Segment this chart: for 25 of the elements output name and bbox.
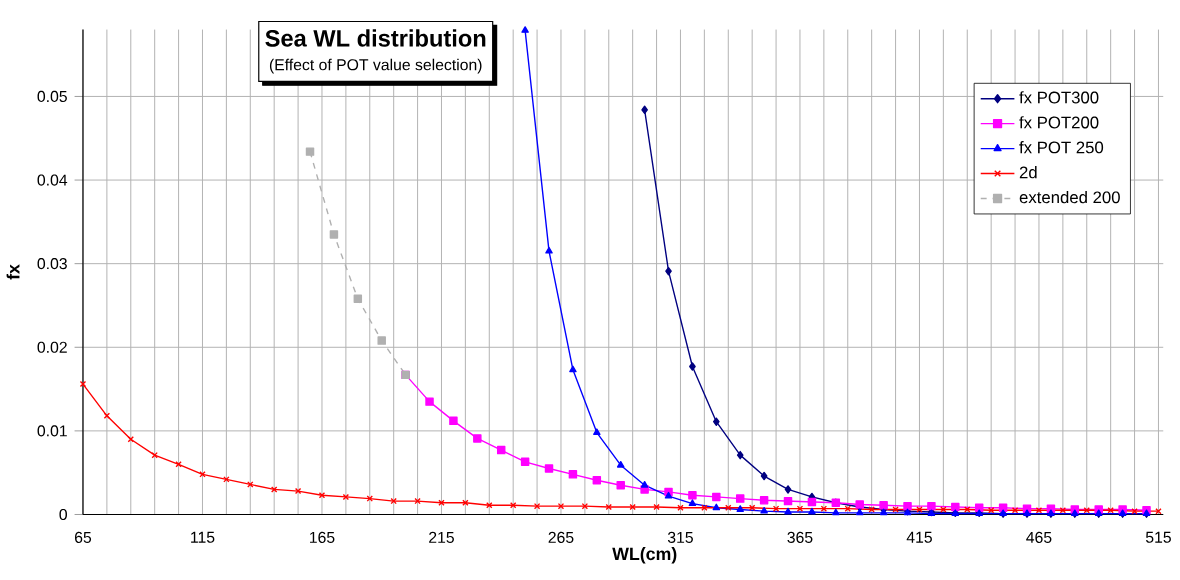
x-tick-label: 365 <box>787 532 813 544</box>
y-axis-title: fx <box>6 264 20 280</box>
x-tick-label: 315 <box>667 532 693 544</box>
x-tick-label: 465 <box>1026 532 1052 544</box>
y-tick-label: 0.02 <box>37 341 67 354</box>
x-tick-label: 165 <box>310 532 335 544</box>
x-tick-label: 515 <box>1145 532 1171 544</box>
y-tick-label: 0.04 <box>37 174 68 186</box>
x-tick-label: 415 <box>906 532 932 544</box>
legend-label: fx POT300 <box>1019 91 1099 104</box>
x-tick-label: 215 <box>429 532 454 544</box>
x-tick-label: 65 <box>75 532 92 544</box>
y-tick-label: 0.05 <box>37 91 67 103</box>
y-tick-label: 0.01 <box>37 425 67 437</box>
y-tick-label: 0 <box>59 509 67 521</box>
text: (Effect of POT value selection) <box>269 58 482 74</box>
legend-label: 2d <box>1019 166 1037 179</box>
legend-label: extended 200 <box>1019 191 1120 204</box>
legend-label: fx POT200 <box>1019 116 1099 129</box>
y-tick-label: 0.03 <box>37 258 67 270</box>
chart-title: Sea WL distribution <box>265 29 486 47</box>
legend-label: fx POT 250 <box>1019 141 1104 154</box>
x-tick-label: 115 <box>191 532 215 544</box>
x-axis-title: WL(cm) <box>612 547 677 564</box>
x-tick-label: 265 <box>548 532 574 544</box>
